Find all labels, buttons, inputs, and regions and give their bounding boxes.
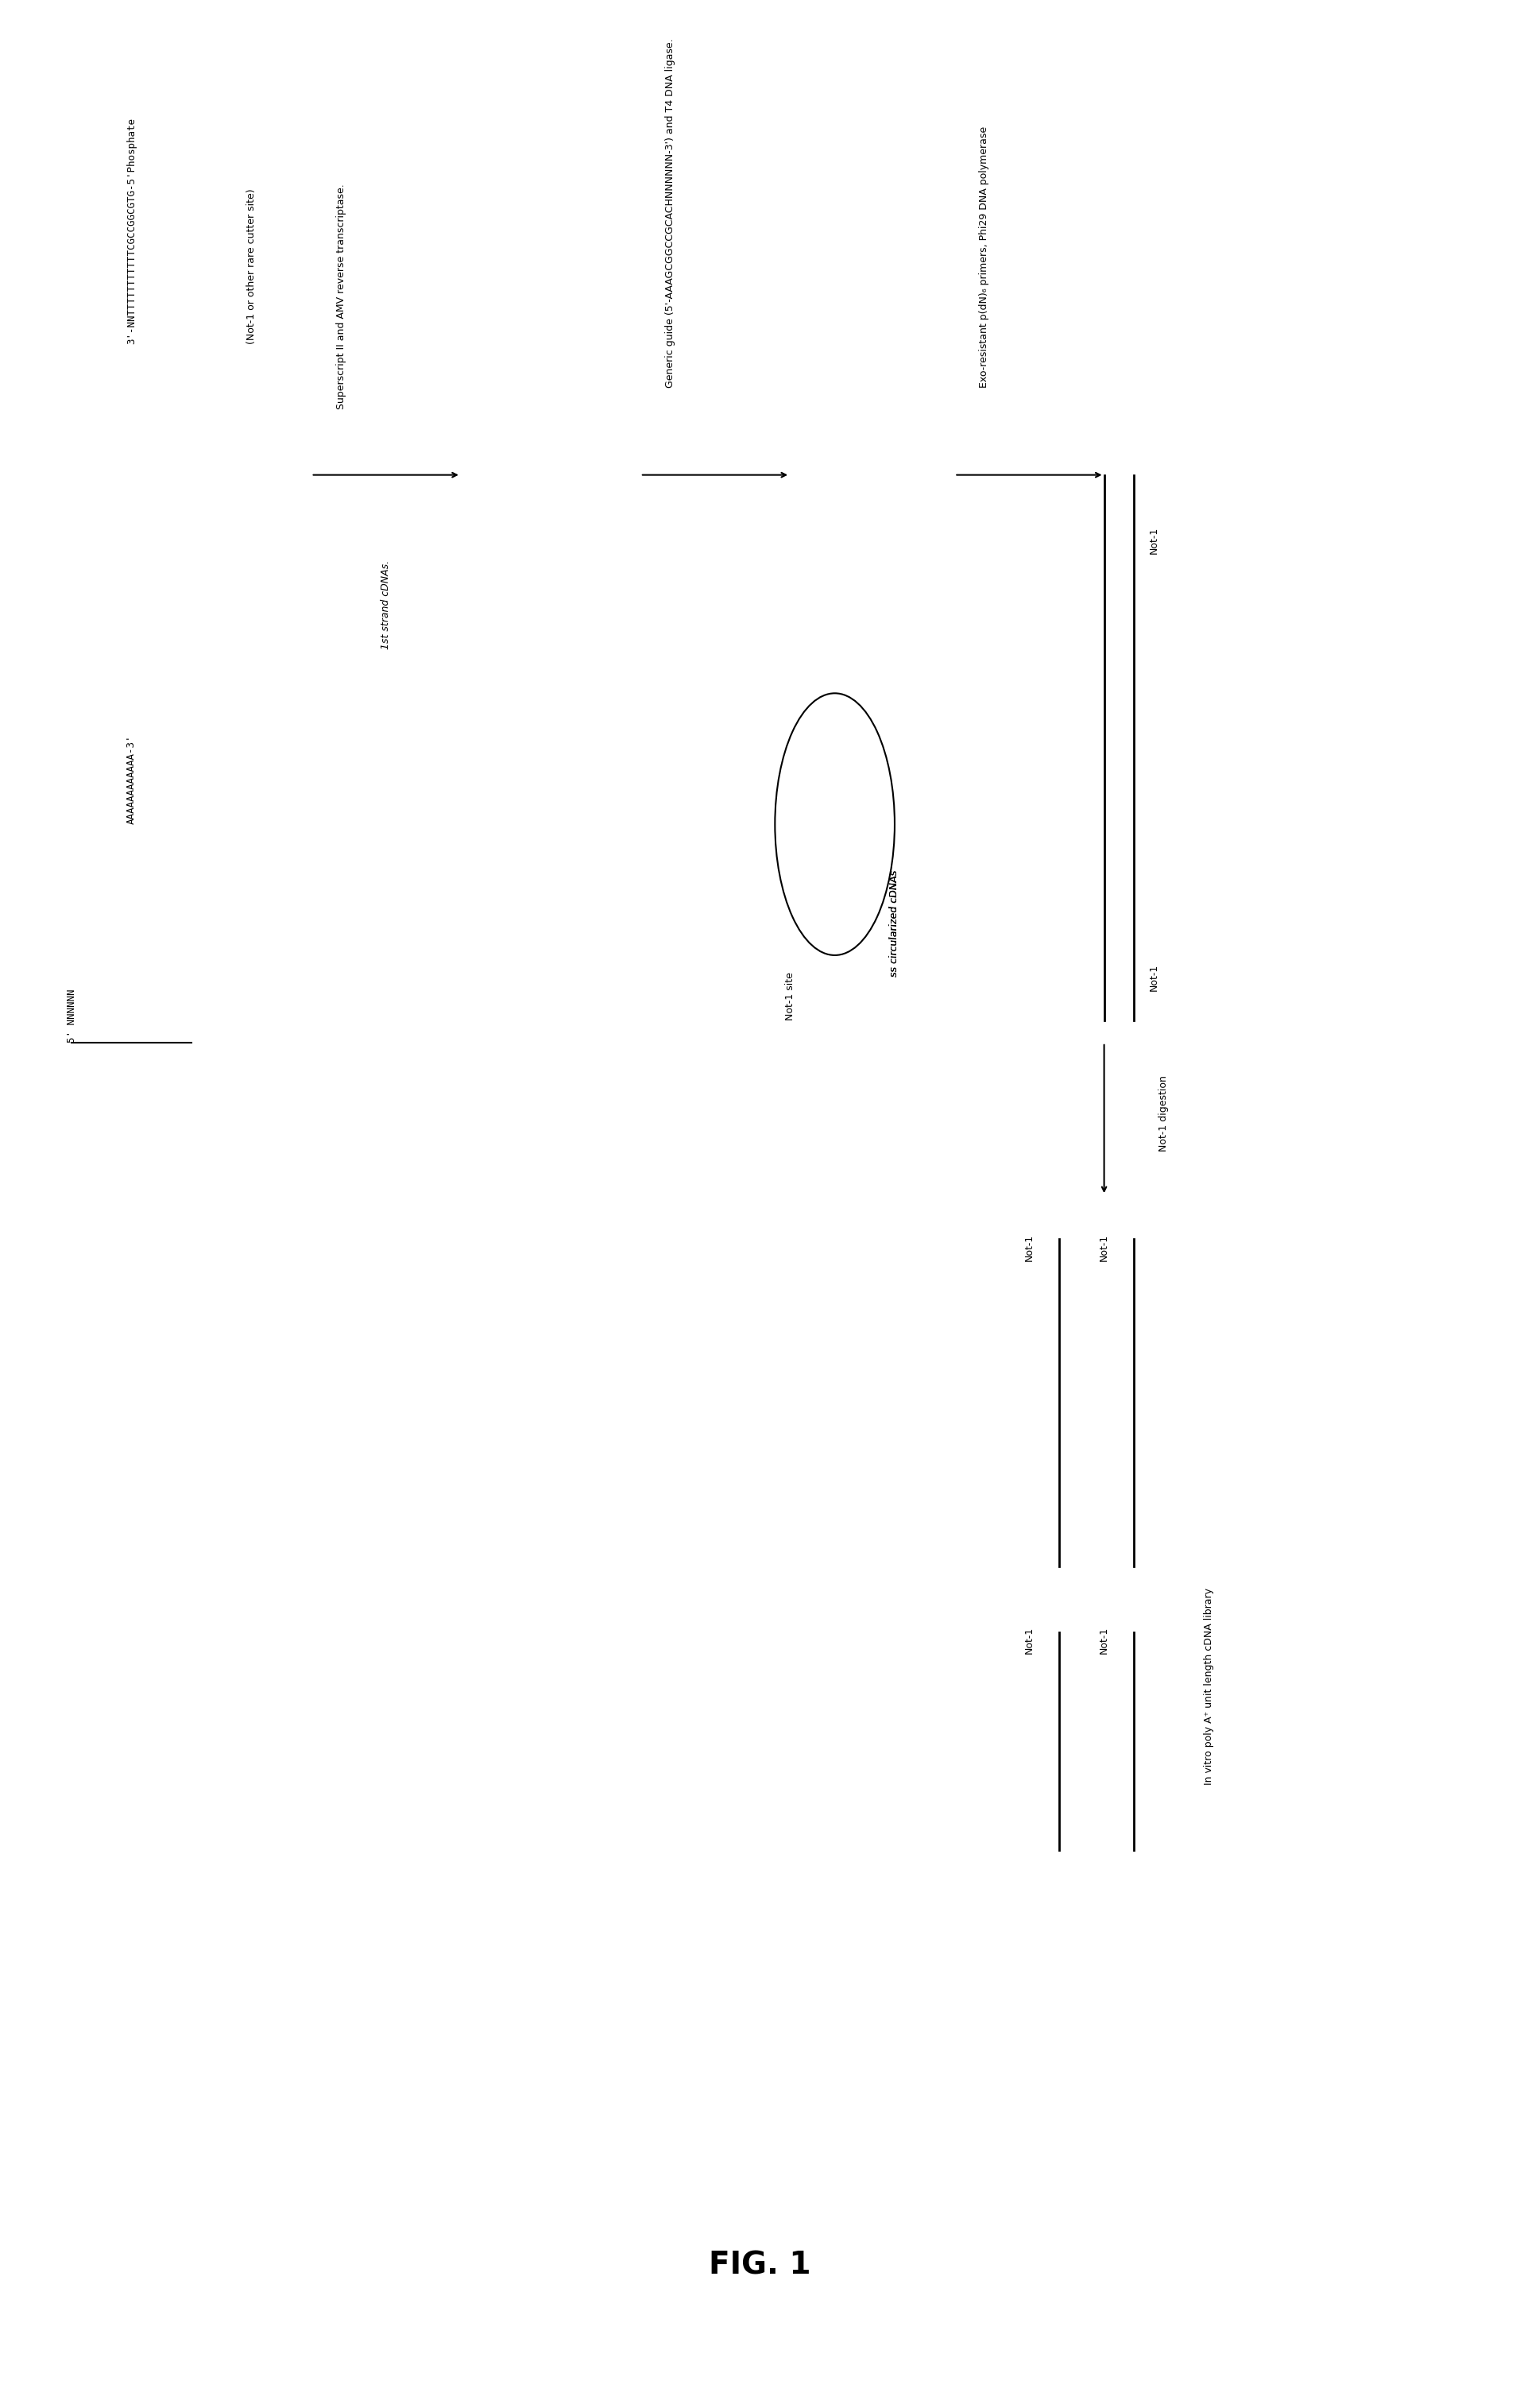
Text: Superscript II and AMV reverse transcriptase.: Superscript II and AMV reverse transcrip… (336, 183, 347, 409)
Text: 1st strand cDNAs.: 1st strand cDNAs. (382, 561, 391, 650)
Text: Not-1: Not-1 (1099, 1233, 1110, 1262)
Text: Not-1 site: Not-1 site (784, 973, 795, 1021)
Text: Not-1: Not-1 (1024, 1625, 1035, 1654)
Text: Not-1: Not-1 (1099, 1625, 1110, 1654)
Text: Not-1: Not-1 (1024, 1233, 1035, 1262)
Text: FIG. 1: FIG. 1 (708, 2249, 812, 2280)
Text: In vitro poly A⁺ unit length cDNA library: In vitro poly A⁺ unit length cDNA librar… (1204, 1587, 1214, 1784)
Text: Generic guide (5'-AAAGCGGCCGCACHNNNNNN-3') and T4 DNA ligase.: Generic guide (5'-AAAGCGGCCGCACHNNNNNN-3… (666, 39, 675, 388)
Text: Exo-resistant p(dN)₆ primers, Phi29 DNA polymerase: Exo-resistant p(dN)₆ primers, Phi29 DNA … (979, 125, 990, 388)
Text: Not-1 digestion: Not-1 digestion (1158, 1076, 1169, 1151)
Text: ss circularized cDNAs: ss circularized cDNAs (889, 872, 900, 978)
Text: (Not-1 or other rare cutter site): (Not-1 or other rare cutter site) (246, 188, 257, 344)
Text: 3'-NNTTTTTTTTTTTCGCCGGCGTG-5'Phosphate: 3'-NNTTTTTTTTTTTCGCCGGCGTG-5'Phosphate (126, 118, 137, 344)
Text: ss circularized cDNAs: ss circularized cDNAs (889, 869, 900, 978)
Text: AAAAAAAAAAAA-3': AAAAAAAAAAAA-3' (126, 734, 137, 824)
Text: Not-1: Not-1 (1149, 963, 1160, 990)
Text: 5' NNNNNN: 5' NNNNNN (67, 990, 78, 1043)
Text: Not-1: Not-1 (1149, 527, 1160, 554)
